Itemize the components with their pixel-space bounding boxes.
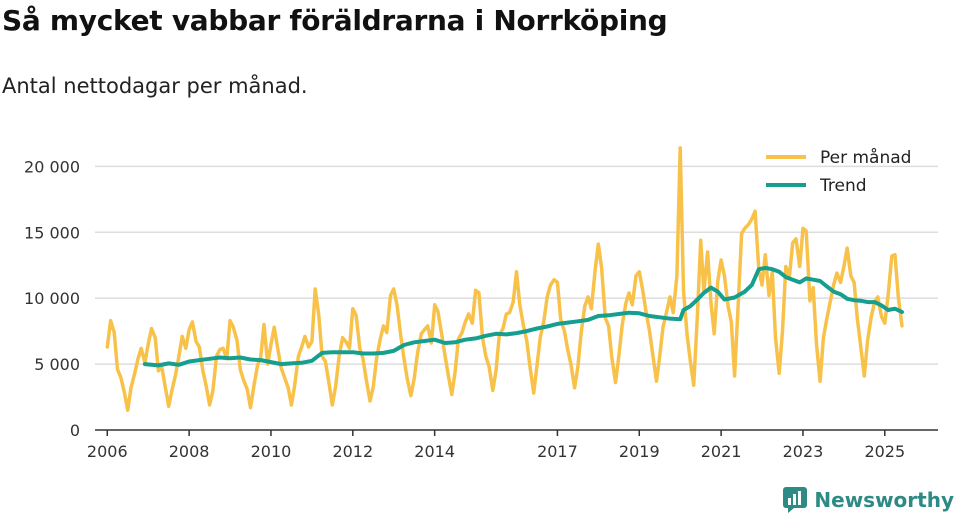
y-tick-label: 15 000 xyxy=(24,223,80,242)
y-tick-label: 10 000 xyxy=(24,289,80,308)
x-tick-label: 2019 xyxy=(619,442,660,461)
chart-subtitle: Antal nettodagar per månad. xyxy=(2,74,308,98)
series-line-per-manad xyxy=(105,146,904,412)
x-tick-label: 2010 xyxy=(251,442,292,461)
x-tick-label: 2023 xyxy=(783,442,824,461)
y-tick-label: 0 xyxy=(70,421,80,440)
chart-title: Så mycket vabbar föräldrarna i Norrköpin… xyxy=(2,4,668,37)
x-tick-label: 2006 xyxy=(87,442,128,461)
series-line-trend xyxy=(142,265,904,368)
x-tick-label: 2021 xyxy=(701,442,742,461)
y-tick-label: 5 000 xyxy=(34,355,80,374)
brand-logo: Newsworthy xyxy=(782,486,954,514)
x-tick-label: 2014 xyxy=(414,442,455,461)
y-tick-label: 20 000 xyxy=(24,157,80,176)
legend-label: Per månad xyxy=(820,147,911,168)
x-tick-label: 2025 xyxy=(864,442,905,461)
brand-name: Newsworthy xyxy=(814,488,954,512)
x-tick-label: 2012 xyxy=(332,442,373,461)
x-tick-label: 2008 xyxy=(169,442,210,461)
newsworthy-logo-icon xyxy=(783,487,808,513)
legend-label: Trend xyxy=(819,176,867,196)
x-tick-label: 2017 xyxy=(537,442,578,461)
